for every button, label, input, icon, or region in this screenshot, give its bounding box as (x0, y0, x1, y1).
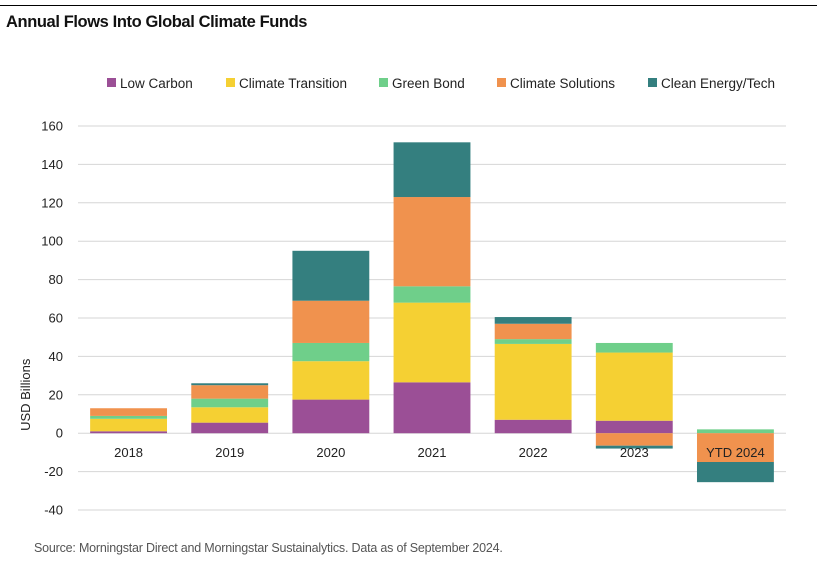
y-tick-label: 120 (41, 195, 63, 210)
top-rule (0, 5, 817, 6)
bar-segment (292, 250, 370, 301)
x-tick-label: 2022 (519, 445, 548, 460)
bar-segment (191, 407, 269, 423)
bar-segment (292, 399, 370, 434)
bar-segment (494, 343, 572, 420)
y-tick-label: -20 (44, 464, 63, 479)
bar-segment (393, 142, 471, 198)
legend-item: Green Bond (379, 76, 465, 91)
y-tick-label: 20 (49, 387, 63, 402)
legend-swatch (648, 78, 657, 87)
x-tick-label: YTD 2024 (706, 445, 765, 460)
source-note: Source: Morningstar Direct and Morningst… (34, 541, 503, 555)
legend-label: Climate Solutions (510, 76, 615, 91)
bar-segment (696, 433, 774, 462)
y-tick-label: 0 (56, 426, 63, 441)
y-tick-label: 40 (49, 349, 63, 364)
bar-segment (90, 408, 168, 416)
bar-segment (494, 339, 572, 344)
bar-segment (595, 342, 673, 353)
bar-segment (191, 398, 269, 408)
bar-segment (191, 383, 269, 386)
y-axis-ticks: 160 140 120 100 80 60 40 20 0 -20 -40 (41, 119, 63, 518)
legend-label: Green Bond (392, 76, 465, 91)
x-tick-label: 2023 (620, 445, 649, 460)
legend-swatch (379, 78, 388, 87)
bar-segment (191, 422, 269, 434)
y-tick-label: 160 (41, 119, 63, 134)
bar-segment (90, 415, 168, 419)
y-tick-label: 100 (41, 234, 63, 249)
legend-label: Clean Energy/Tech (661, 76, 775, 91)
legend-swatch (497, 78, 506, 87)
bar-segment (292, 342, 370, 362)
x-tick-label: 2018 (114, 445, 143, 460)
bar-segment (393, 302, 471, 383)
bar-segment (191, 385, 269, 399)
legend-item: Climate Solutions (497, 76, 615, 91)
y-tick-label: 60 (49, 311, 63, 326)
legend-item: Clean Energy/Tech (648, 76, 775, 91)
bar-segment (393, 197, 471, 287)
bar-segment (292, 300, 370, 343)
bar-segment (595, 352, 673, 421)
x-tick-label: 2019 (215, 445, 244, 460)
legend-swatch (107, 78, 116, 87)
bar-segment (595, 445, 673, 449)
chart-title: Annual Flows Into Global Climate Funds (6, 13, 308, 31)
bar-segment (696, 462, 774, 483)
bar-segment (90, 418, 168, 432)
x-axis-ticks: 2018 2019 2020 2021 2022 2023 YTD 2024 (114, 445, 765, 460)
bar-segment (393, 382, 471, 434)
legend-item: Climate Transition (226, 76, 347, 91)
legend-swatch (226, 78, 235, 87)
bar-segment (494, 317, 572, 324)
legend-item: Low Carbon (107, 76, 193, 91)
bar-segment (494, 323, 572, 340)
y-axis-label: USD Billions (18, 358, 33, 431)
bar-segment (494, 419, 572, 434)
bar-segment (292, 361, 370, 400)
bar-segment (393, 286, 471, 303)
bar-segment (595, 420, 673, 434)
bars (90, 142, 774, 483)
bar-segment (90, 431, 168, 434)
bar-segment (595, 433, 673, 446)
legend-label: Climate Transition (239, 76, 347, 91)
y-tick-label: -40 (44, 503, 63, 518)
legend: Low Carbon Climate Transition Green Bond Cl… (107, 76, 775, 91)
x-tick-label: 2020 (316, 445, 345, 460)
y-tick-label: 80 (49, 272, 63, 287)
y-tick-label: 140 (41, 157, 63, 172)
legend-label: Low Carbon (120, 76, 193, 91)
bar-segment (696, 429, 774, 434)
x-tick-label: 2021 (418, 445, 447, 460)
